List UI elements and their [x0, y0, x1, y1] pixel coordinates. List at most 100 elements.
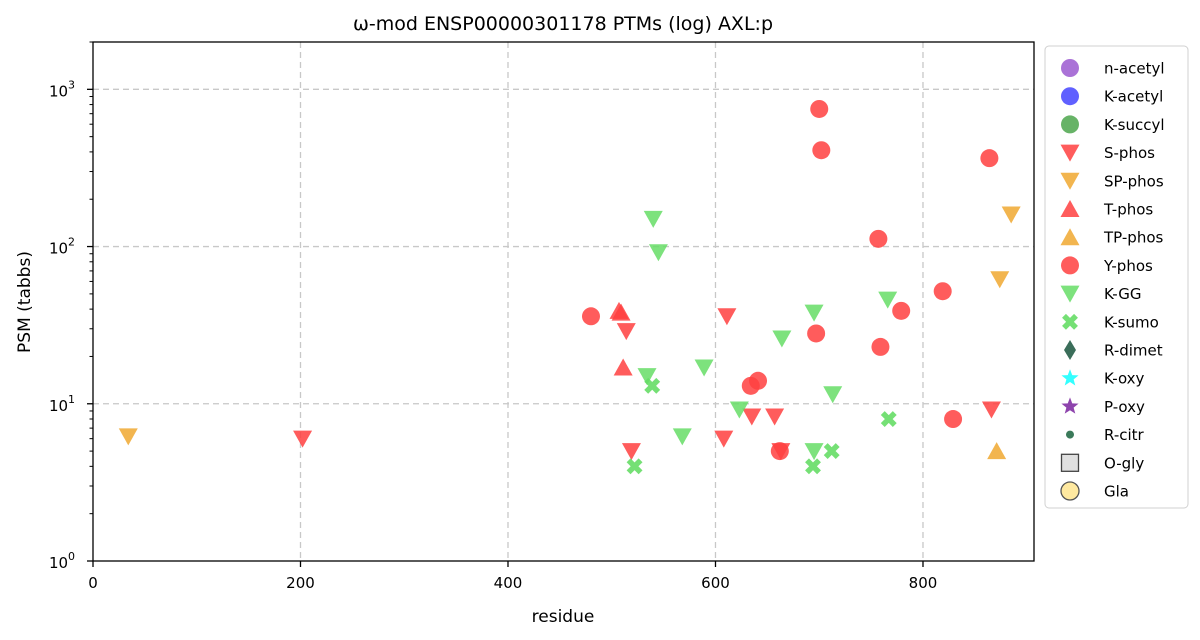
data-point — [770, 442, 789, 461]
data-point — [871, 337, 890, 356]
legend-label: Gla — [1104, 483, 1129, 501]
legend-label: TP-phos — [1103, 229, 1163, 247]
data-point — [805, 458, 821, 475]
legend-item: SP-phos — [1060, 172, 1164, 190]
legend-label: T-phos — [1103, 201, 1153, 219]
x-tick-label: 600 — [701, 574, 730, 592]
data-point — [611, 303, 631, 321]
series-Y-phos — [581, 99, 999, 461]
data-point — [892, 301, 911, 320]
legend-label: O-gly — [1104, 454, 1144, 472]
data-point — [804, 304, 824, 322]
legend-label: K-acetyl — [1104, 88, 1163, 106]
x-tick-label: 0 — [88, 574, 98, 592]
legend-item: K-succyl — [1061, 115, 1165, 134]
legend-item: S-phos — [1060, 144, 1155, 162]
legend-label: K-oxy — [1104, 370, 1145, 388]
series-K-sumo — [626, 377, 897, 475]
data-point — [643, 210, 663, 228]
legend-marker — [1060, 481, 1080, 501]
legend-marker — [1060, 200, 1080, 217]
data-point — [944, 410, 963, 429]
legend: n-acetyl K-acetyl K-succyl S-phos SP-phos T-p… — [1044, 45, 1189, 509]
legend-item: R-citr — [1066, 426, 1145, 444]
legend-item: TP-phos — [1060, 228, 1163, 247]
legend-marker — [1060, 285, 1080, 303]
data-point — [1001, 206, 1021, 224]
legend-label: Y-phos — [1103, 257, 1153, 275]
legend-marker — [1061, 369, 1079, 386]
series-TP-phos — [987, 442, 1007, 460]
x-tick-label: 200 — [286, 574, 315, 592]
chart-title: ω-mod ENSP00000301178 PTMs (log) AXL:p — [353, 13, 773, 35]
data-point — [980, 149, 999, 168]
data-point — [772, 330, 792, 348]
data-point — [765, 408, 785, 426]
data-point — [648, 244, 668, 262]
y-axis-label: PSM (tabbs) — [15, 251, 35, 353]
x-tick-label: 800 — [909, 574, 938, 592]
legend-item: O-gly — [1060, 453, 1144, 472]
legend-label: S-phos — [1104, 144, 1155, 162]
data-point — [987, 442, 1007, 460]
series-T-phos — [609, 301, 633, 376]
data-point — [293, 430, 313, 448]
data-point — [613, 358, 633, 376]
legend-label: R-citr — [1104, 426, 1145, 444]
plot-frame — [92, 41, 1035, 562]
data-point — [621, 443, 641, 461]
legend-marker — [1061, 256, 1079, 275]
legend-marker — [1061, 59, 1079, 77]
data-point — [878, 291, 898, 309]
legend-marker — [1064, 340, 1076, 360]
data-point — [823, 386, 843, 404]
series-SP-phos — [118, 206, 1021, 446]
legend-item: K-acetyl — [1061, 87, 1163, 106]
legend-label: P-oxy — [1104, 398, 1145, 416]
legend-marker — [1062, 313, 1078, 330]
legend-marker — [1060, 228, 1080, 246]
legend-item: Gla — [1060, 481, 1129, 501]
data-point — [933, 282, 952, 301]
data-point — [807, 324, 826, 343]
x-axis: 0 200 400 600 800 — [88, 561, 937, 592]
data-point — [810, 99, 829, 118]
x-tick-label: 400 — [494, 574, 523, 592]
legend-label: K-GG — [1104, 285, 1141, 303]
data-point — [637, 368, 657, 386]
data-point — [626, 458, 643, 475]
data-point — [812, 141, 831, 160]
data-point — [749, 371, 768, 390]
legend-item: P-oxy — [1061, 397, 1145, 416]
legend-box — [1044, 45, 1189, 509]
data-point — [869, 229, 888, 248]
legend-item: K-GG — [1060, 285, 1141, 303]
data-point — [616, 323, 636, 341]
data-point — [717, 308, 737, 326]
y-tick-label: 101 — [49, 393, 75, 415]
legend-marker — [1060, 172, 1080, 190]
legend-item: R-dimet — [1064, 340, 1163, 360]
data-point — [694, 359, 714, 377]
y-tick-label: 100 — [49, 550, 75, 572]
data-point — [742, 408, 762, 426]
data-point — [714, 430, 734, 448]
legend-item: Y-phos — [1061, 256, 1153, 275]
legend-item: T-phos — [1060, 200, 1153, 219]
legend-marker — [1061, 397, 1079, 414]
data-point — [981, 401, 1001, 419]
legend-marker — [1061, 115, 1079, 134]
data-point — [729, 401, 749, 419]
data-point — [880, 411, 897, 427]
data-point — [644, 377, 661, 394]
data-point — [823, 443, 840, 460]
legend-label: R-dimet — [1104, 342, 1163, 360]
y-axis: 100 101 102 103 — [49, 41, 93, 572]
legend-marker — [1066, 430, 1074, 439]
data-point — [118, 428, 138, 446]
y-tick-label: 102 — [49, 236, 75, 258]
legend-label: K-succyl — [1104, 116, 1165, 134]
data-point — [990, 271, 1010, 289]
legend-marker — [1060, 144, 1080, 162]
grid — [93, 42, 1034, 561]
